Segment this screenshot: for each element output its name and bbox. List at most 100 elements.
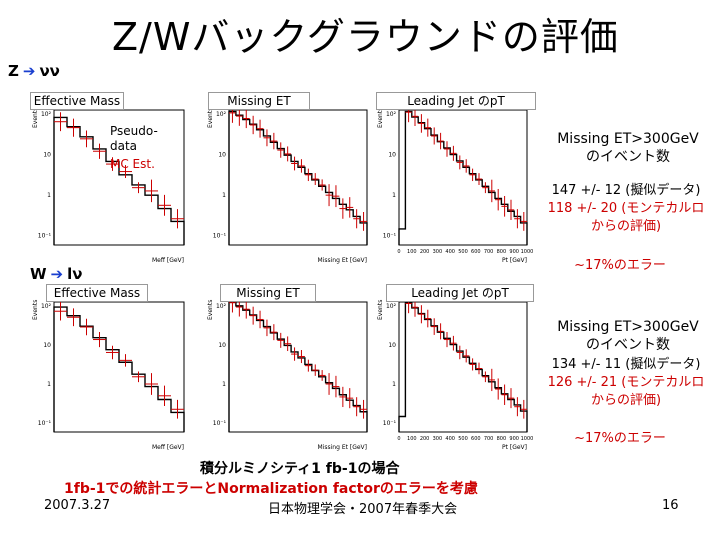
- y-tick-label: 10: [388, 152, 396, 159]
- w-section-label: W ➔ lν: [30, 265, 82, 283]
- footer-page-number: 16: [662, 498, 679, 513]
- plot-frame: [398, 109, 528, 246]
- w-effective-mass-label: Effective Mass: [46, 284, 148, 302]
- mc-histogram: [228, 301, 368, 432]
- w-missing-et-plot: 10² 10 1 10⁻¹ Events Missing Et [GeV]: [205, 292, 373, 452]
- y-tick-label: 10²: [216, 111, 227, 118]
- w-missing-et-label: Missing ET: [220, 284, 316, 302]
- y-axis-label: Events: [32, 108, 39, 128]
- mc-histogram: [398, 302, 528, 432]
- w-results-values: 134 +/- 11 (擬似データ) 126 +/- 21 (モンテカルロ から…: [536, 356, 716, 410]
- w-results-header-line1: Missing ET>300GeV: [557, 319, 699, 335]
- z-leading-jet-label: Leading Jet のpT: [376, 92, 536, 110]
- w-mc-count-line2: からの評価): [590, 393, 662, 408]
- arrow-right-icon: ➔: [50, 265, 64, 283]
- x-axis-label: Missing Et [GeV]: [318, 257, 367, 264]
- y-tick-label: 10: [43, 152, 51, 159]
- z-missing-et-plot: 10² 10 1 10⁻¹ Events Missing Et [GeV]: [205, 100, 373, 265]
- z-effective-mass-label: Effective Mass: [30, 92, 124, 110]
- z-results-header-line2: のイベント数: [586, 149, 670, 165]
- y-tick-label: 10²: [41, 111, 52, 118]
- w-leading-jet-plot: 10² 10 1 10⁻¹ Events 0 100 200 300 400 500 600 700 80…: [375, 292, 533, 452]
- plot-frame: [228, 301, 368, 433]
- x-tick-label: 800: [497, 249, 507, 255]
- w-error-estimate: ~17%のエラー: [574, 431, 666, 446]
- w-pseudo-count: 134 +/- 11 (擬似データ): [551, 357, 701, 372]
- mc-histogram: [228, 110, 368, 245]
- z-mc-count-line2: からの評価): [590, 219, 662, 234]
- x-tick-label: 0: [397, 249, 400, 255]
- x-tick-label: 0: [397, 436, 400, 442]
- pseudo-data-legend: Pseudo-data: [110, 124, 158, 153]
- z-suffix: νν: [39, 62, 60, 80]
- y-tick-label: 10²: [386, 111, 397, 118]
- x-tick-label: 300: [433, 249, 443, 255]
- plot-frame: [228, 109, 368, 246]
- slide-title: Z/Wバックグラウンドの評価: [112, 15, 619, 59]
- y-tick-label: 10⁻¹: [38, 420, 52, 427]
- y-tick-label: 10⁻¹: [38, 233, 52, 240]
- z-pseudo-count: 147 +/- 12 (擬似データ): [551, 183, 701, 198]
- y-tick-label: 10: [218, 152, 226, 159]
- w-missing-et-chart: 10² 10 1 10⁻¹ Events Missing Et [GeV]: [207, 292, 368, 451]
- x-tick-label: 600: [471, 436, 481, 442]
- x-tick-label: 100: [407, 249, 417, 255]
- z-effective-mass-plot: 10² 10 1 10⁻¹ Events Meff [GeV]: [30, 100, 190, 265]
- x-axis-label: Meff [GeV]: [152, 257, 184, 264]
- y-tick-label: 10⁻¹: [383, 233, 397, 240]
- x-tick-label: 200: [420, 436, 430, 442]
- x-tick-label: 100: [407, 436, 417, 442]
- y-axis-label: Events: [32, 300, 39, 320]
- w-prefix: W: [30, 265, 47, 283]
- luminosity-note: 積分ルミノシティ1 fb-1の場合: [200, 461, 400, 477]
- x-tick-label: 1000: [521, 436, 533, 442]
- x-tick-label: 800: [497, 436, 507, 442]
- plot-frame: [398, 301, 528, 433]
- y-tick-label: 1: [222, 381, 226, 388]
- error-note: 1fb-1での統計エラーとNormalization factorのエラーを考慮: [64, 481, 478, 497]
- y-tick-label: 1: [47, 192, 51, 199]
- y-tick-label: 10²: [386, 303, 397, 310]
- footer-date: 2007.3.27: [44, 498, 111, 513]
- z-results-values: 147 +/- 12 (擬似データ) 118 +/- 20 (モンテカルロ から…: [536, 182, 716, 236]
- x-tick-label: 500: [458, 249, 468, 255]
- footer-meeting: 日本物理学会・2007年春季大会: [268, 502, 458, 517]
- x-tick-label: 400: [445, 249, 455, 255]
- x-tick-label: 900: [509, 436, 519, 442]
- z-section-label: Z ➔ νν: [8, 62, 60, 80]
- y-tick-label: 10²: [216, 303, 227, 310]
- z-missing-et-chart: 10² 10 1 10⁻¹ Events Missing Et [GeV]: [207, 102, 368, 264]
- y-tick-label: 1: [222, 192, 226, 199]
- z-error-estimate: ~17%のエラー: [574, 258, 666, 273]
- x-axis-label: Pt [GeV]: [502, 257, 527, 264]
- z-leading-jet-plot: 10² 10 1 10⁻¹ Events 0 100 200 300 400 500 600 700 80…: [375, 100, 533, 265]
- w-mc-count-line1: 126 +/- 21 (モンテカルロ: [547, 375, 705, 390]
- x-tick-label: 400: [445, 436, 455, 442]
- arrow-right-icon: ➔: [22, 62, 36, 80]
- z-prefix: Z: [8, 62, 19, 80]
- z-effective-mass-chart: 10² 10 1 10⁻¹ Events Meff [GeV]: [32, 108, 185, 264]
- y-tick-label: 10: [43, 342, 51, 349]
- y-axis-label: Events: [207, 300, 214, 320]
- x-tick-label: 1000: [521, 249, 533, 255]
- x-tick-label: 200: [420, 249, 430, 255]
- w-effective-mass-chart: 10² 10 1 10⁻¹ Events Meff [GeV]: [32, 300, 185, 451]
- x-tick-label: 700: [484, 249, 494, 255]
- mc-histogram: [398, 110, 528, 245]
- x-tick-label: 900: [509, 249, 519, 255]
- x-tick-label: 300: [433, 436, 443, 442]
- z-missing-et-label: Missing ET: [208, 92, 310, 110]
- y-tick-label: 10: [388, 342, 396, 349]
- y-tick-label: 10⁻¹: [213, 233, 227, 240]
- y-tick-label: 1: [392, 381, 396, 388]
- z-mc-count-line1: 118 +/- 20 (モンテカルロ: [547, 201, 705, 216]
- w-results-header: Missing ET>300GeV のイベント数: [540, 318, 716, 354]
- y-tick-label: 1: [47, 381, 51, 388]
- y-tick-label: 10⁻¹: [383, 420, 397, 427]
- w-leading-jet-chart: 10² 10 1 10⁻¹ Events 0 100 200 300 400 500 600 700 80…: [377, 293, 533, 451]
- w-effective-mass-plot: 10² 10 1 10⁻¹ Events Meff [GeV]: [30, 292, 190, 452]
- x-axis-label: Meff [GeV]: [152, 444, 184, 451]
- mc-est-legend: MC Est.: [110, 157, 155, 171]
- z-results-header-line1: Missing ET>300GeV: [557, 131, 699, 147]
- x-tick-label: 700: [484, 436, 494, 442]
